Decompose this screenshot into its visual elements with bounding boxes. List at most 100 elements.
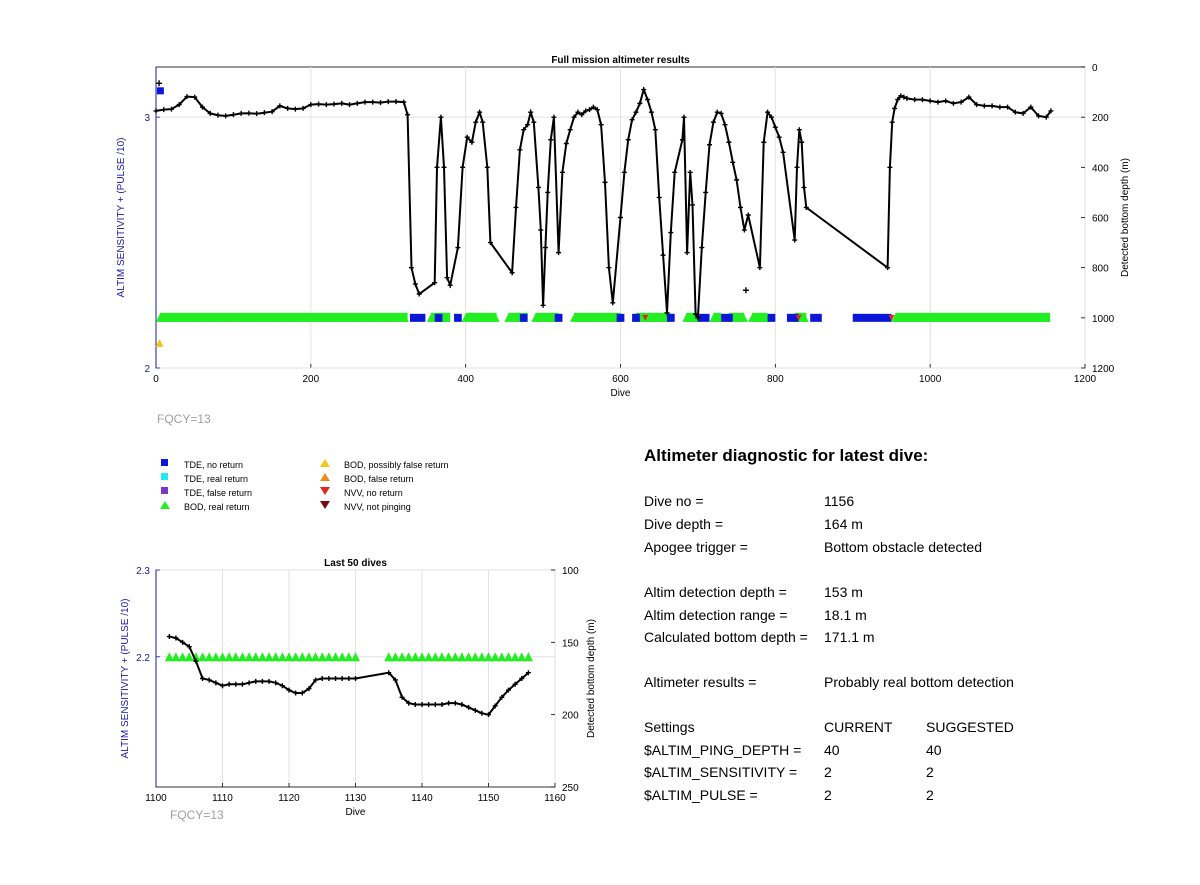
depth-point <box>199 104 205 110</box>
legend-item: NVV, not pinging <box>320 500 411 513</box>
depth-point <box>741 227 747 233</box>
bod-real-return-marker <box>470 652 480 662</box>
bod-real-return-marker <box>257 652 267 662</box>
triangle-down-marker-icon <box>320 486 344 499</box>
depth-point <box>531 119 537 125</box>
y2-tick-label: 100 <box>562 566 579 577</box>
triangle-marker-icon <box>160 500 184 513</box>
bod-real-return-marker <box>344 652 354 662</box>
depth-point <box>590 104 596 110</box>
depth-point <box>904 95 910 101</box>
depth-point <box>285 105 291 111</box>
tde-no-return-band <box>786 313 799 322</box>
depth-point <box>156 80 163 87</box>
depth-point <box>405 112 411 118</box>
depth-point <box>385 99 391 105</box>
depth-point <box>408 265 414 271</box>
depth-point <box>583 108 589 114</box>
bod-real-return-marker <box>251 652 261 662</box>
bod-real-return-marker <box>271 652 281 662</box>
depth-point <box>545 189 551 195</box>
depth-point <box>473 119 479 125</box>
depth-point <box>892 105 898 111</box>
tde-no-return-band <box>721 313 733 322</box>
x-tick-label: 200 <box>302 374 319 385</box>
bod-real-return-marker <box>297 652 307 662</box>
y2-tick-label: 0 <box>1092 63 1098 74</box>
depth-point <box>668 230 674 236</box>
diag-value: Bottom obstacle detected <box>824 539 982 555</box>
depth-point <box>887 164 893 170</box>
depth-point <box>166 634 172 640</box>
bod-real-return-marker <box>184 652 194 662</box>
tde-no-return-band <box>767 313 776 322</box>
depth-point <box>895 97 901 103</box>
diag-label: Calculated bottom depth = <box>644 629 808 645</box>
y2-tick-label: 400 <box>1092 163 1109 174</box>
bod-real-return-marker <box>484 652 493 662</box>
bod-real-return-marker <box>490 652 500 662</box>
depth-point <box>737 204 743 210</box>
legend: TDE, no return TDE, real return TDE, fal… <box>160 458 520 520</box>
bod-real-return-band <box>752 312 768 322</box>
depth-point <box>885 265 891 271</box>
depth-point <box>299 690 305 696</box>
depth-point <box>412 281 418 287</box>
depth-point <box>246 680 252 686</box>
depth-point <box>479 710 485 716</box>
bod-real-return-marker <box>410 652 420 662</box>
setting-suggested: 2 <box>926 787 934 803</box>
depth-point <box>571 114 577 120</box>
bod-real-return-marker <box>211 652 221 662</box>
depth-point <box>472 707 478 713</box>
diag-label: Dive no = <box>644 493 704 509</box>
diag-value: 1156 <box>824 493 855 509</box>
depth-point <box>246 110 252 116</box>
depth-point <box>714 109 720 115</box>
bod-real-return-marker <box>164 652 174 662</box>
depth-point <box>412 702 418 708</box>
nvv-no-return-marker <box>642 314 649 321</box>
bod-real-return-marker <box>491 313 500 322</box>
depth-point <box>499 694 505 700</box>
bod-real-return-marker <box>198 652 208 662</box>
bod-real-return-marker <box>430 652 440 662</box>
depth-point <box>898 93 904 99</box>
y2-tick-label: 200 <box>1092 113 1109 124</box>
depth-point <box>997 104 1003 110</box>
depth-point <box>331 101 337 107</box>
depth-point <box>974 102 980 108</box>
depth-point <box>447 282 453 288</box>
legend-item: TDE, real return <box>160 472 248 485</box>
depth-point <box>346 676 352 681</box>
depth-point <box>426 702 432 708</box>
x-axis-label: Dive <box>345 807 365 818</box>
x-tick-label: 1110 <box>212 793 233 804</box>
depth-point <box>339 676 345 681</box>
depth-point <box>660 252 666 258</box>
diag-value: 18.1 m <box>824 607 867 623</box>
legend-item: BOD, real return <box>160 500 250 513</box>
bod-real-return-marker <box>277 652 287 662</box>
x-tick-label: 400 <box>457 374 474 385</box>
diagnostic-title: Altimeter diagnostic for latest dive: <box>644 446 929 465</box>
depth-point <box>538 227 544 233</box>
bod-real-return-marker <box>424 652 434 662</box>
square-marker-icon <box>160 458 184 471</box>
depth-point <box>1048 108 1054 114</box>
depth-point <box>434 164 440 170</box>
depth-point <box>444 275 450 281</box>
depth-point <box>313 677 319 683</box>
square-marker-icon <box>160 472 184 485</box>
depth-point <box>768 114 774 120</box>
depth-point <box>466 704 472 710</box>
bod-real-return-marker <box>384 652 394 662</box>
depth-point <box>799 139 805 145</box>
bod-real-return-marker <box>171 652 181 662</box>
setting-suggested: 40 <box>926 742 942 758</box>
depth-point <box>602 179 608 185</box>
y2-axis-label: Detected bottom depth (m) <box>586 619 597 738</box>
depth-point <box>575 109 581 115</box>
depth-point <box>286 687 292 693</box>
depth-point <box>610 300 616 306</box>
